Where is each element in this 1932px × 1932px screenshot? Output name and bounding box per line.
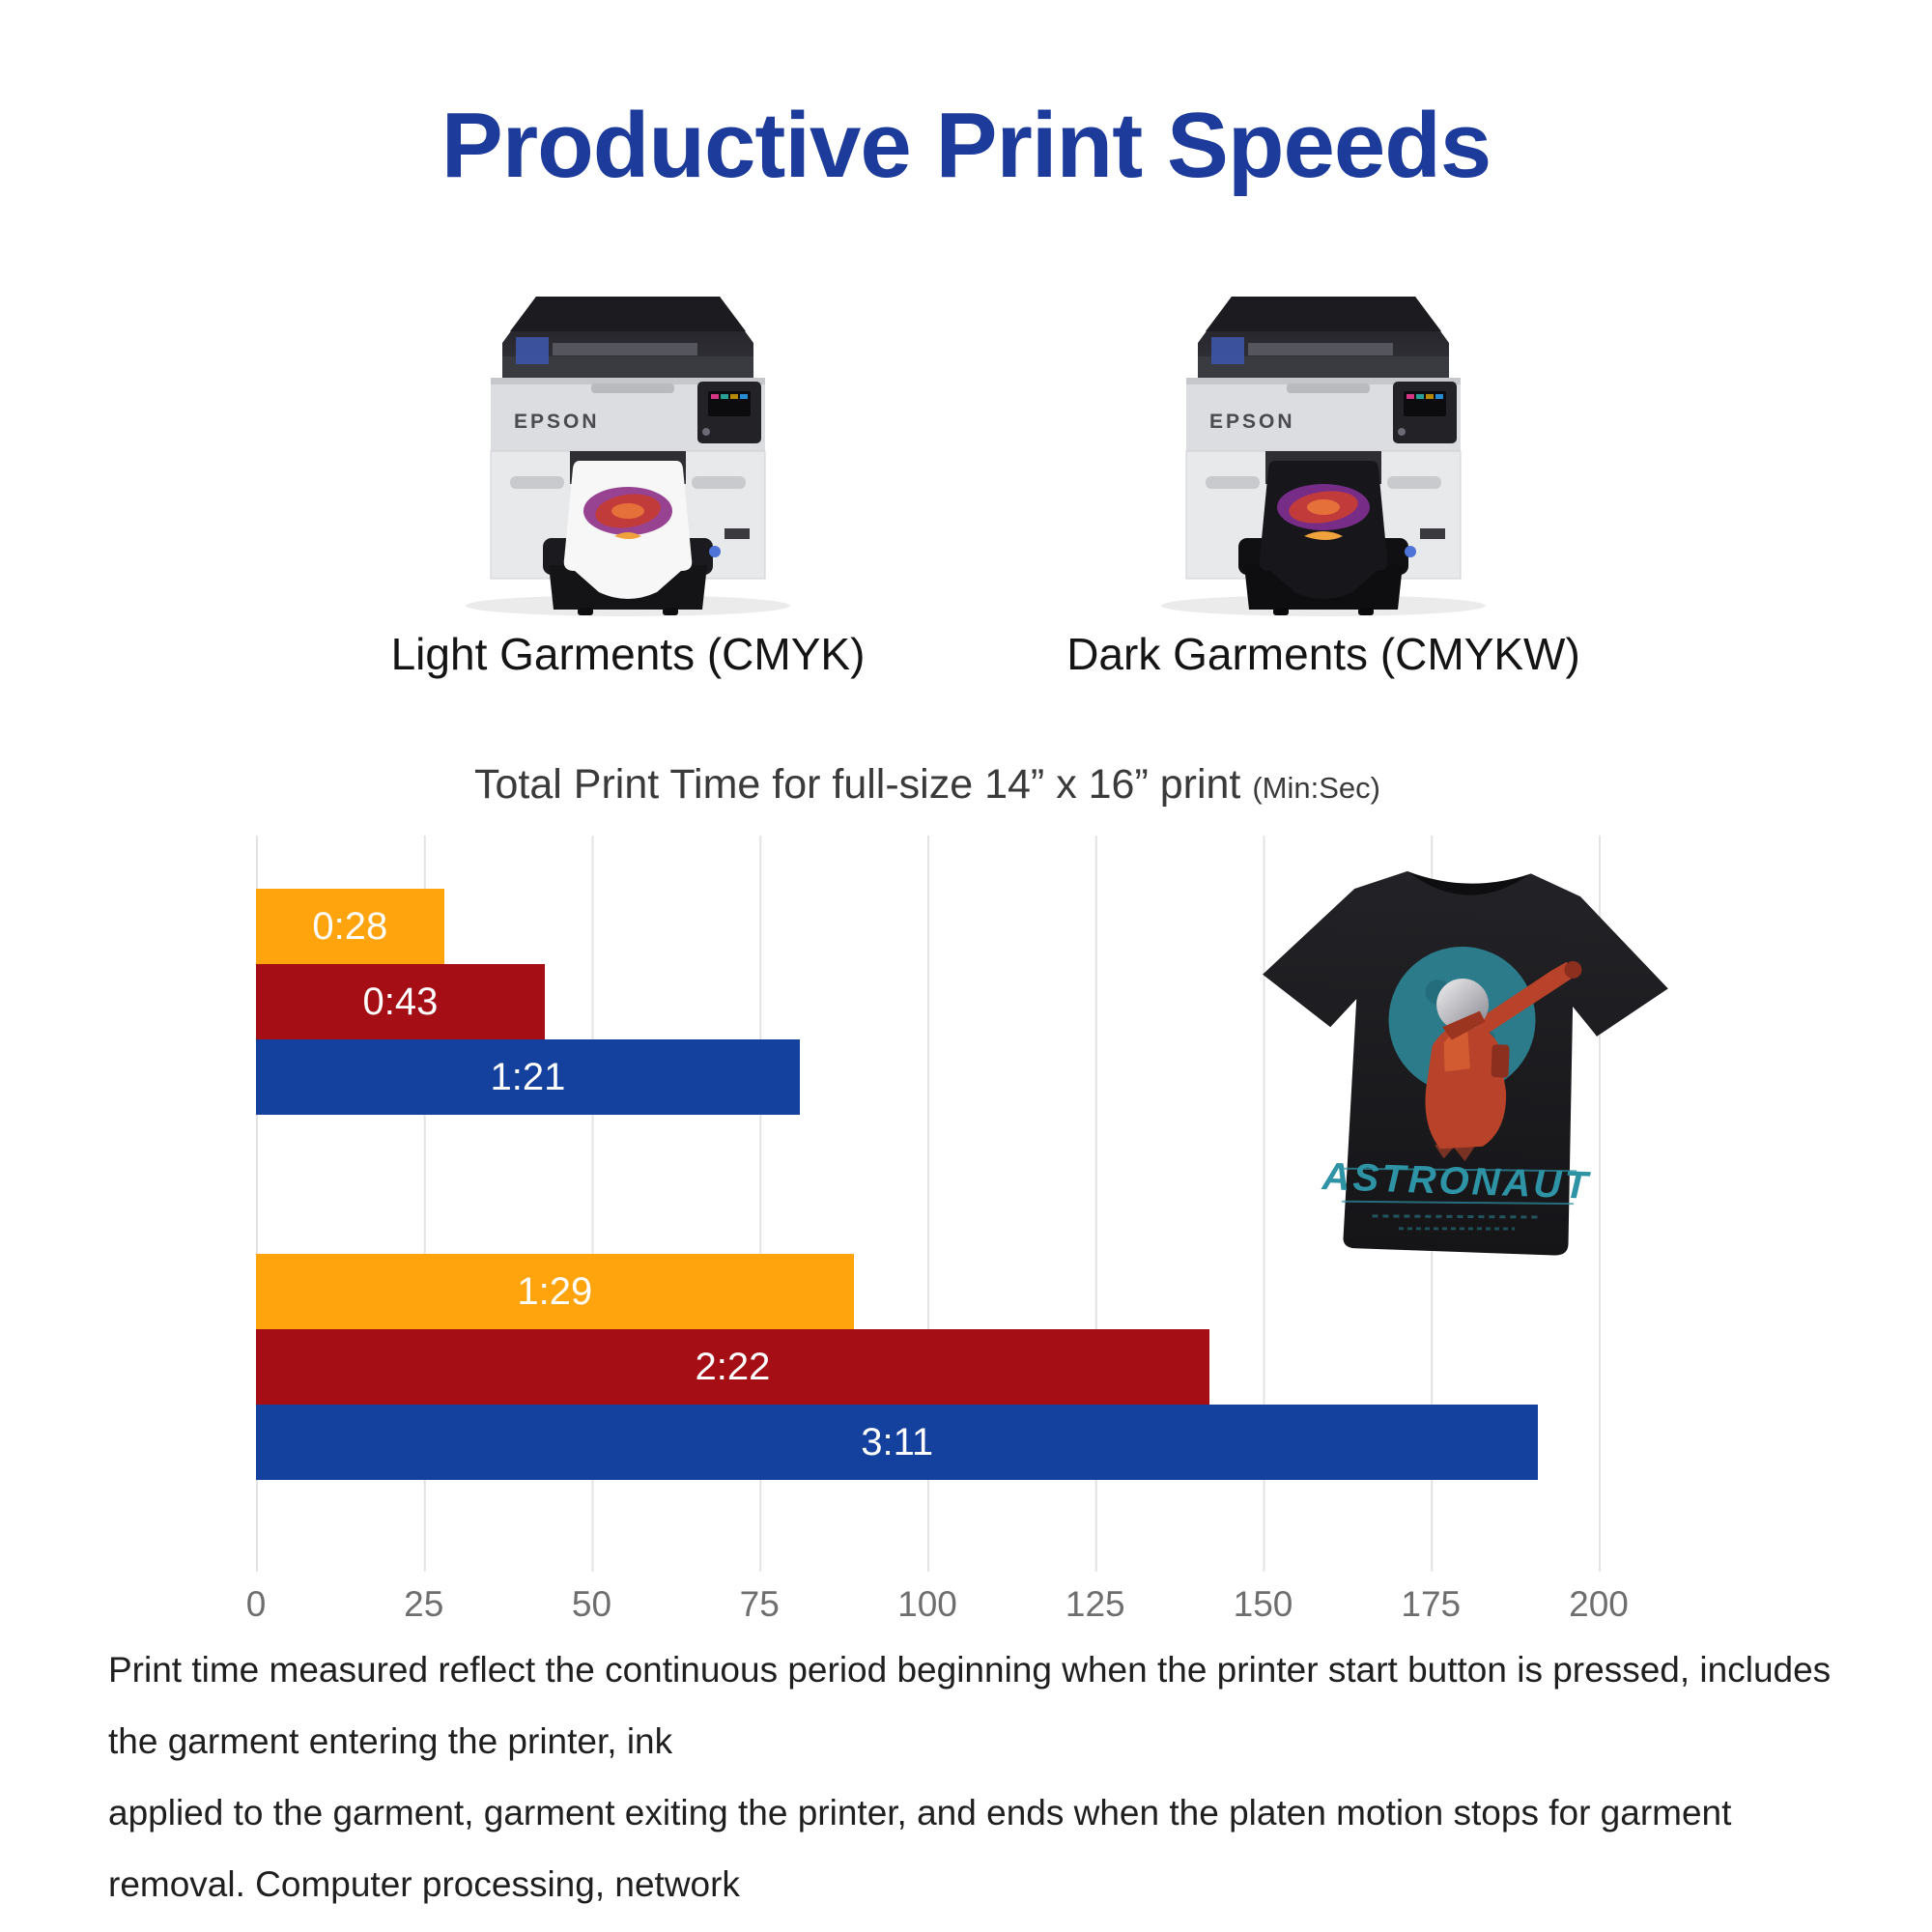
footnote-line: transmission, loading and unloading of g… [108, 1920, 1866, 1932]
chart-bar-dark-fastest: 1:29 [256, 1254, 854, 1329]
bar-value-label: 1:29 [517, 1269, 593, 1313]
printer-dark-image: EPSON [1161, 297, 1486, 616]
chart-bar-dark-slowest: 3:11 [256, 1405, 1539, 1480]
garment-print-art [583, 487, 672, 539]
bar-value-label: 1:21 [490, 1055, 566, 1098]
footnote-line: Print time measured reflect the continuo… [108, 1650, 1832, 1761]
x-axis-tick: 0 [245, 1584, 267, 1624]
x-axis-tick: 75 [739, 1584, 780, 1624]
chart-title-text: Total Print Time for full-size 14” x 16”… [474, 761, 1241, 808]
x-axis-tick: 100 [897, 1584, 957, 1624]
x-axis-tick: 25 [404, 1584, 444, 1624]
chart-bar-light-slowest: 1:21 [256, 1039, 800, 1115]
chart-title: Total Print Time for full-size 14” x 16”… [0, 761, 1855, 809]
x-axis-tick: 175 [1401, 1584, 1462, 1624]
chart-bar-dark-middle: 2:22 [256, 1329, 1209, 1405]
footnote-text: Print time measured reflect the continuo… [108, 1634, 1866, 1932]
garment-print-art [1277, 484, 1370, 540]
chart-bar-light-middle: 0:43 [256, 964, 545, 1039]
bar-value-label: 3:11 [861, 1420, 934, 1463]
tshirt-image: ASTRONAUT [1263, 870, 1668, 1256]
astronaut-graphic [1425, 960, 1582, 1162]
bar-value-label: 0:28 [312, 904, 388, 948]
footnote-line: applied to the garment, garment exiting … [108, 1793, 1732, 1904]
bar-value-label: 0:43 [362, 980, 439, 1023]
chart-title-units-note: (Min:Sec) [1252, 771, 1380, 805]
x-axis-tick: 200 [1569, 1584, 1629, 1624]
bar-value-label: 2:22 [695, 1345, 771, 1388]
caption-light-garments: Light Garments (CMYK) [390, 629, 866, 679]
tshirt-collar [1406, 870, 1531, 895]
caption-dark-garments: Dark Garments (CMYKW) [1066, 629, 1580, 679]
x-axis: 0 25 50 75 100 125 150 175 200 [246, 1584, 1629, 1633]
page-title: Productive Print Speeds [440, 94, 1492, 197]
x-axis-tick: 150 [1233, 1584, 1293, 1624]
x-axis-tick: 50 [571, 1584, 612, 1624]
epson-logo-text: EPSON [514, 411, 600, 433]
x-axis-tick: 125 [1065, 1584, 1125, 1624]
chart-bar-light-fastest: 0:28 [256, 889, 444, 964]
tshirt-text: ASTRONAUT [1321, 1155, 1592, 1208]
printer-light-image: EPSON [466, 297, 790, 616]
epson-logo-text: EPSON [1209, 411, 1295, 433]
